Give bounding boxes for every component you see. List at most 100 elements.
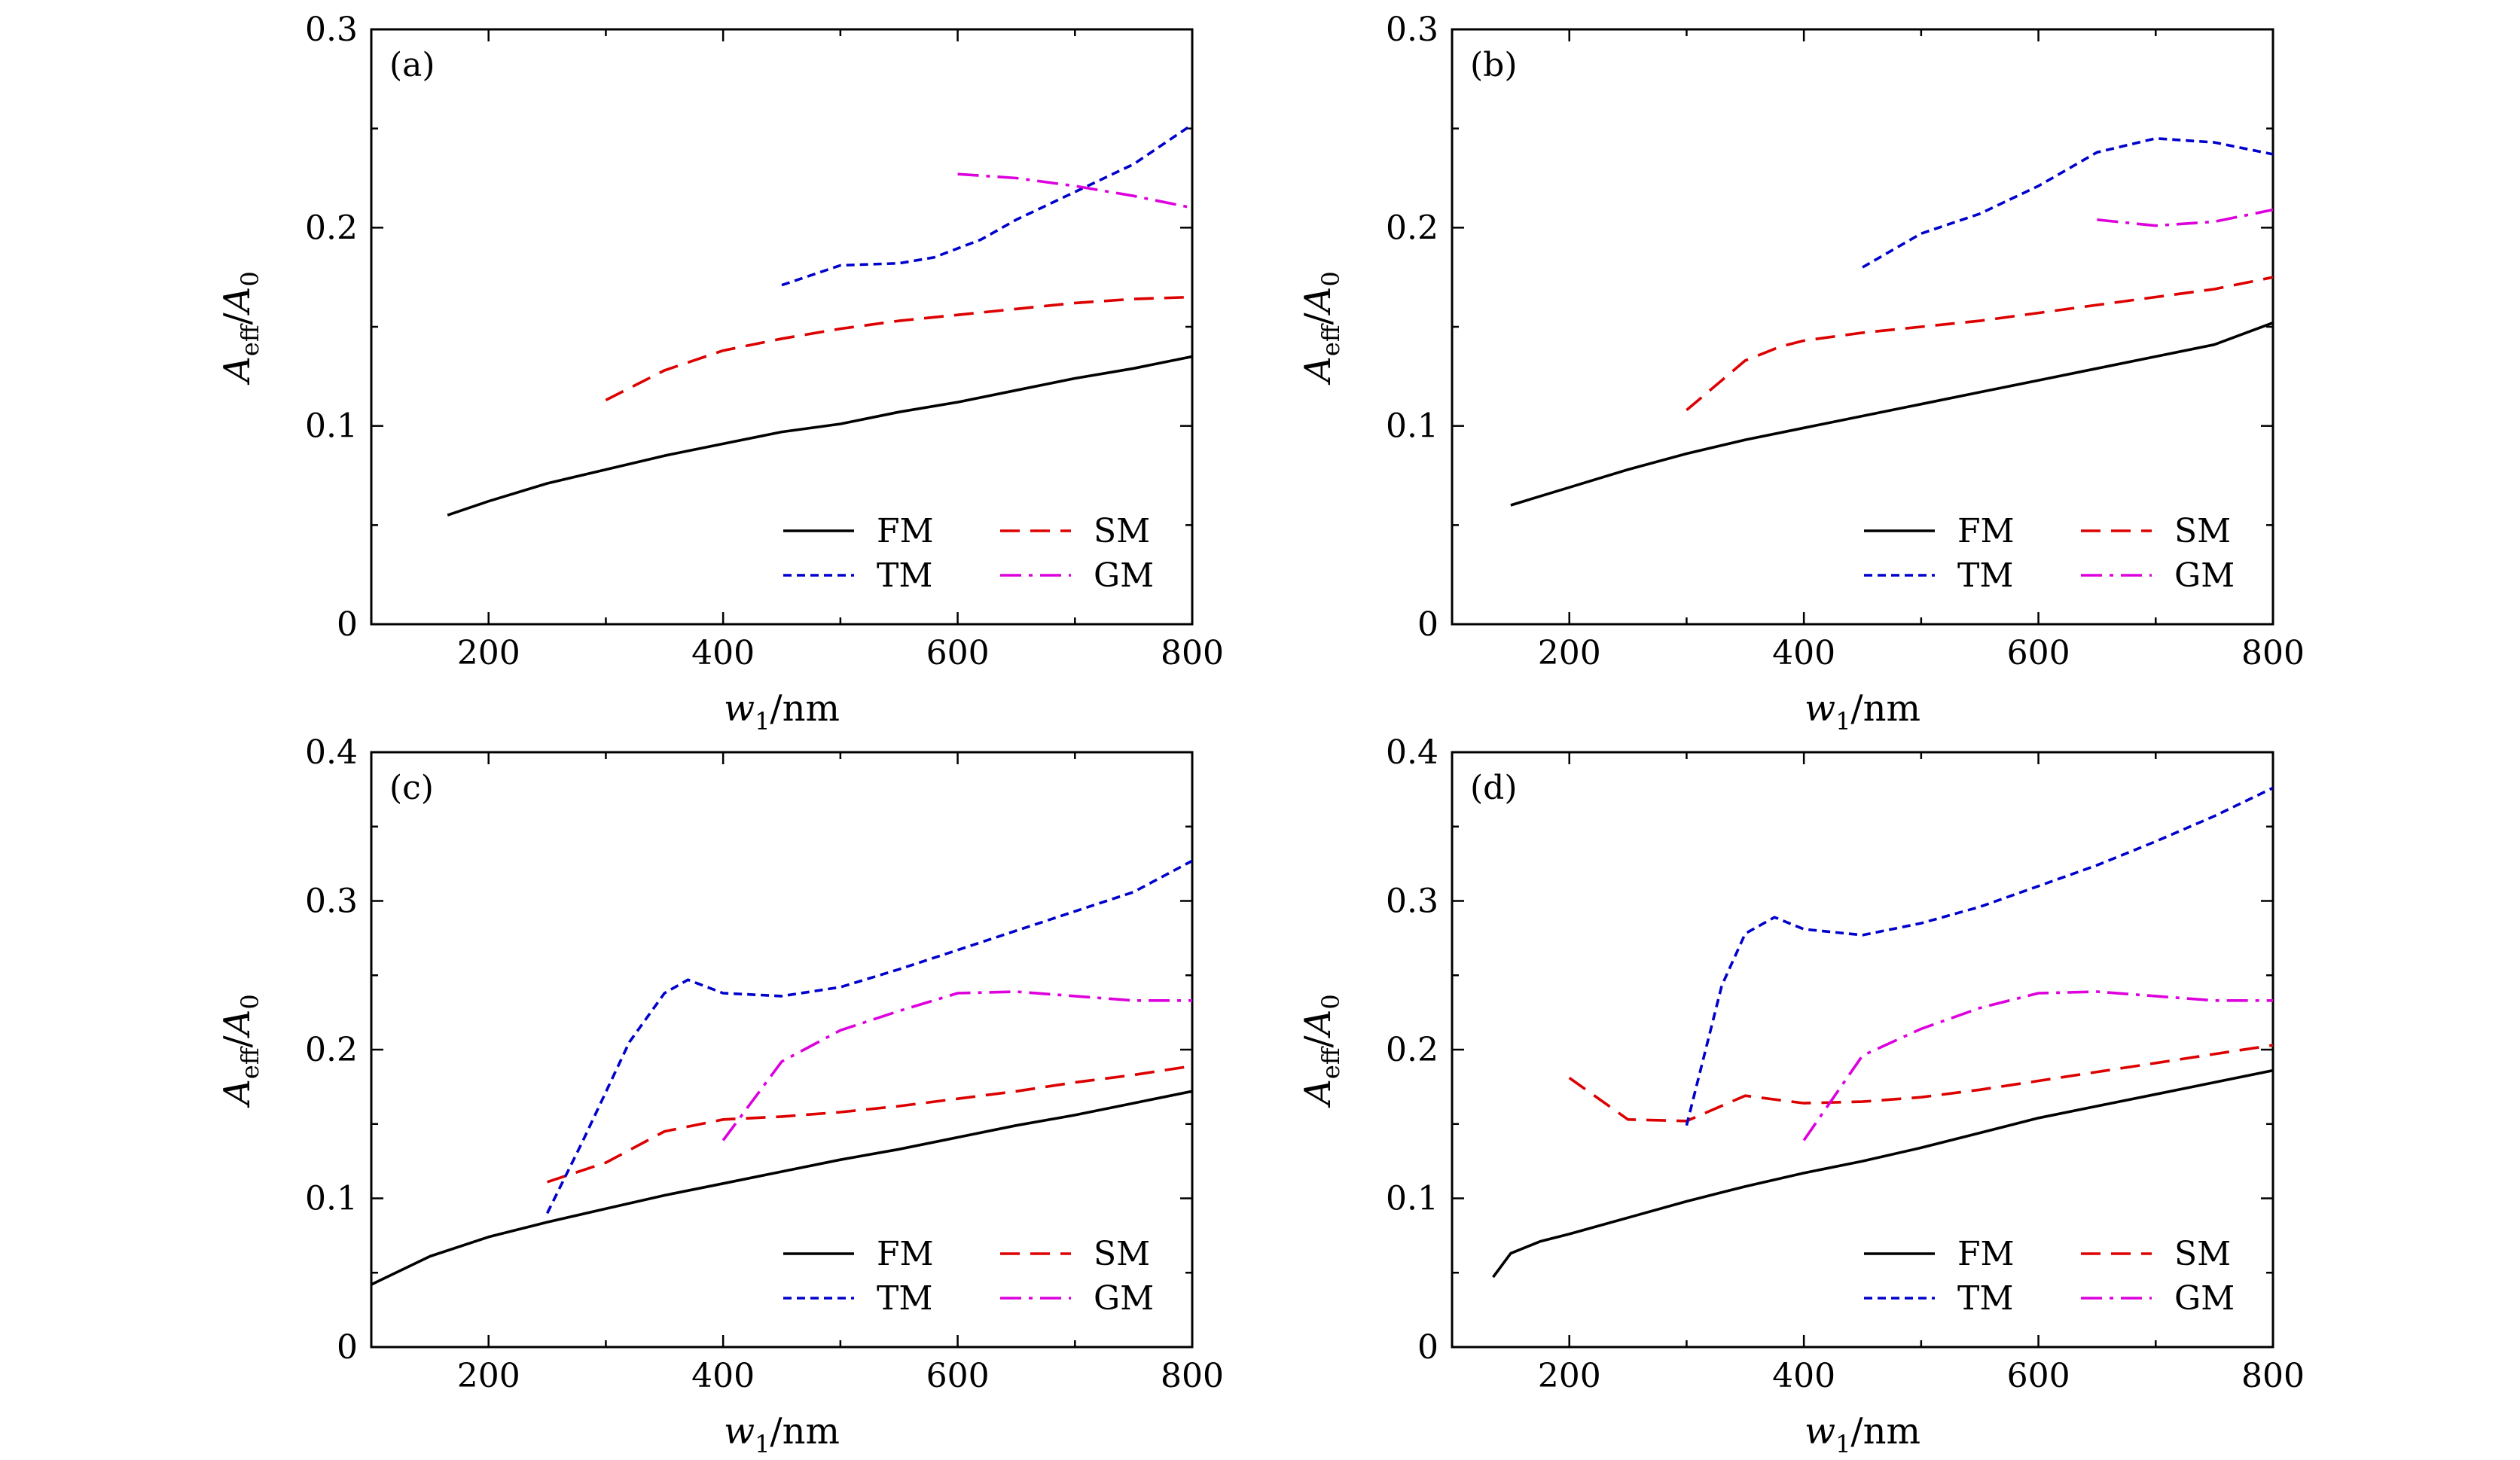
- y-axis-title: Aeff/A0: [216, 271, 264, 386]
- legend-label-fm: FM: [1957, 1235, 2015, 1273]
- series-line-fm: [371, 1090, 1192, 1286]
- y-tick-label: 0.1: [1386, 1180, 1438, 1218]
- legend-label-sm: SM: [1094, 1235, 1150, 1273]
- x-tick-label: 800: [2241, 634, 2305, 672]
- panel-3: 200 400 600 800 0 0.1 0.2 0.3 0.4 (c) FM SM TM GM w1/n…: [216, 733, 1224, 1458]
- series-line-gm: [2097, 208, 2273, 227]
- y-axis-title: Aeff/A0: [216, 994, 264, 1108]
- x-axis-title-unit: /nm: [770, 1410, 840, 1452]
- legend-label-fm: FM: [877, 1235, 934, 1273]
- x-axis-title-var: w: [1805, 1410, 1835, 1452]
- y-tick-label: 0: [1417, 1328, 1438, 1367]
- legend-label-gm: GM: [2174, 556, 2235, 595]
- legend-label-sm: SM: [2174, 512, 2231, 550]
- legend-label-tm: TM: [877, 1279, 932, 1318]
- x-axis-title-var: w: [1805, 687, 1835, 730]
- panel-1: 200 400 600 800 0 0.1 0.2 0.3 (a) FM SM TM GM w1/nm Ae…: [216, 11, 1224, 736]
- panel-label: (c): [389, 769, 434, 807]
- y-axis-title-sep: /: [216, 312, 258, 325]
- x-axis-title: w1/nm: [724, 1410, 840, 1458]
- x-axis-title-unit: /nm: [1850, 1410, 1921, 1452]
- y-axis-title-var2: A: [1297, 287, 1339, 316]
- panel-label: (a): [389, 46, 435, 84]
- series-line-tm: [1685, 786, 2273, 1126]
- x-tick-label: 200: [1538, 634, 1601, 672]
- plot-frame: [1451, 28, 2274, 626]
- legend-label-sm: SM: [2174, 1235, 2231, 1273]
- y-axis-title-var: A: [1297, 356, 1339, 386]
- y-tick-label: 0.3: [305, 882, 358, 921]
- panel-4: 200 400 600 800 0 0.1 0.2 0.3 0.4 (d) FM SM TM GM w1/n…: [1297, 733, 2305, 1458]
- x-tick-label: 600: [2007, 634, 2070, 672]
- y-tick-label: 0.2: [305, 209, 358, 247]
- x-axis-title: w1/nm: [1805, 1410, 1921, 1458]
- panel-label: (d): [1470, 769, 1518, 807]
- x-axis-title-sub: 1: [755, 707, 770, 736]
- x-tick-label: 400: [1772, 1357, 1835, 1395]
- y-tick-label: 0.1: [305, 1180, 358, 1218]
- series-line-tm: [1862, 137, 2273, 269]
- series-line-fm: [1510, 322, 2273, 507]
- y-axis-title-sep: /: [1297, 1035, 1339, 1047]
- y-tick-label: 0.2: [1386, 1031, 1438, 1069]
- panel-label: (b): [1470, 46, 1518, 84]
- y-tick-label: 0.2: [305, 1031, 358, 1069]
- x-axis-title-sub: 1: [1835, 707, 1850, 736]
- x-tick-label: 400: [691, 634, 755, 672]
- panel-2: 200 400 600 800 0 0.1 0.2 0.3 (b) FM SM TM GM w1/nm Ae…: [1297, 11, 2305, 736]
- plot-frame: [370, 28, 1194, 626]
- legend-label-tm: TM: [1957, 1279, 2013, 1318]
- series-line-fm: [447, 355, 1192, 517]
- y-axis-title: Aeff/A0: [1297, 271, 1345, 386]
- legend-label-tm: TM: [877, 556, 932, 595]
- y-tick-label: 0: [337, 1328, 358, 1367]
- y-tick-label: 0.4: [305, 733, 358, 772]
- plot-frame: [370, 751, 1194, 1349]
- series-line-sm: [1568, 1044, 2273, 1123]
- y-axis-title-sub: eff: [236, 323, 264, 356]
- legend-label-fm: FM: [1957, 512, 2015, 550]
- legend-label-gm: GM: [2174, 1279, 2235, 1318]
- legend-label-gm: GM: [1094, 1279, 1154, 1318]
- x-tick-label: 400: [691, 1357, 755, 1395]
- series-line-gm: [1802, 990, 2273, 1141]
- y-tick-label: 0: [1417, 605, 1438, 644]
- y-tick-label: 0.3: [305, 11, 358, 49]
- x-tick-label: 800: [1161, 1357, 1224, 1395]
- x-axis-title-var: w: [724, 1410, 755, 1452]
- x-tick-label: 600: [926, 634, 990, 672]
- y-axis-title-sub: eff: [236, 1046, 264, 1079]
- y-axis-title-var: A: [216, 356, 258, 386]
- y-axis-title-var2: A: [216, 287, 258, 316]
- y-axis-title-sub2: 0: [236, 271, 264, 286]
- y-tick-label: 0.1: [305, 407, 358, 446]
- y-axis-title-var2: A: [216, 1010, 258, 1039]
- x-tick-label: 800: [1161, 634, 1224, 672]
- y-axis-title-sub2: 0: [1316, 994, 1345, 1009]
- x-axis-title-sub: 1: [755, 1430, 770, 1458]
- x-tick-label: 200: [457, 1357, 520, 1395]
- series-line-sm: [1686, 276, 2273, 411]
- y-tick-label: 0.3: [1386, 11, 1438, 49]
- y-tick-label: 0.3: [1386, 882, 1438, 921]
- x-tick-label: 400: [1772, 634, 1835, 672]
- legend-label-gm: GM: [1094, 556, 1154, 595]
- series-line-fm: [1492, 1068, 2273, 1279]
- legend-label-tm: TM: [1957, 556, 2013, 595]
- series-line-tm: [545, 859, 1192, 1215]
- y-axis-title-sub: eff: [1316, 1046, 1345, 1079]
- y-axis-title: Aeff/A0: [1297, 994, 1345, 1108]
- y-axis-title-sep: /: [216, 1035, 258, 1047]
- x-axis-title-var: w: [724, 687, 755, 730]
- y-tick-label: 0: [337, 605, 358, 644]
- x-tick-label: 800: [2241, 1357, 2305, 1395]
- y-axis-title-sep: /: [1297, 312, 1339, 325]
- y-axis-title-sub: eff: [1316, 323, 1345, 356]
- x-tick-label: 200: [457, 634, 520, 672]
- y-axis-title-var: A: [1297, 1079, 1339, 1108]
- series-line-sm: [605, 295, 1192, 402]
- y-tick-label: 0.1: [1386, 407, 1438, 446]
- x-tick-label: 600: [926, 1357, 990, 1395]
- x-tick-label: 200: [1538, 1357, 1601, 1395]
